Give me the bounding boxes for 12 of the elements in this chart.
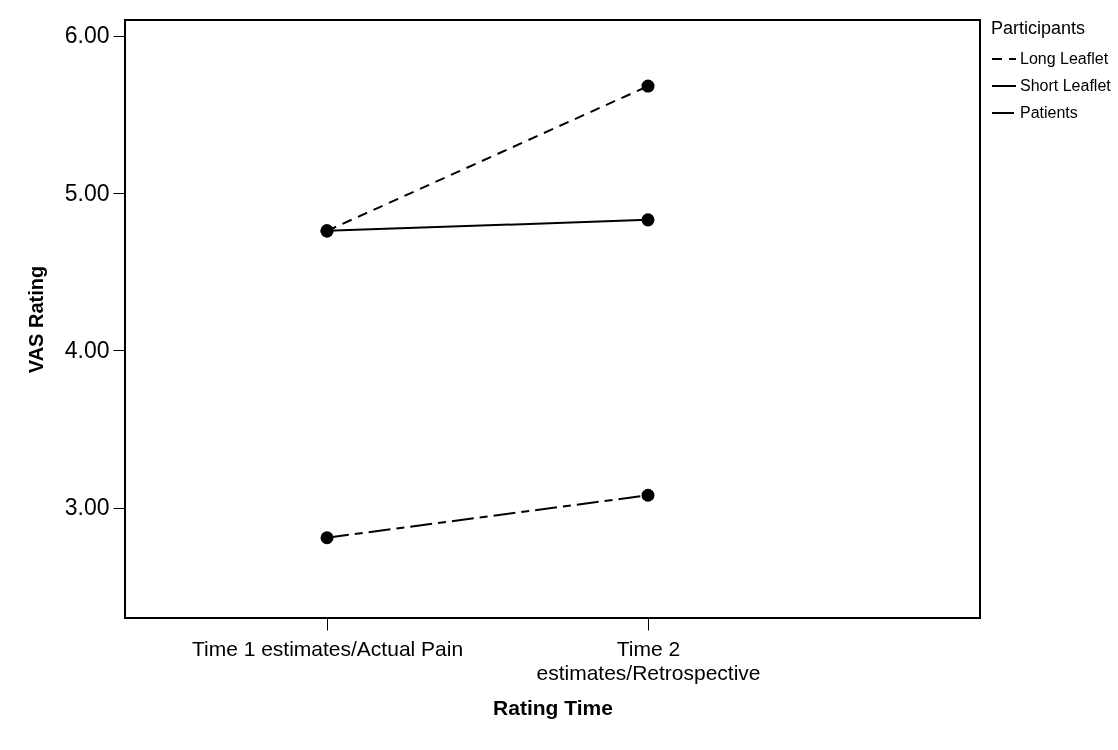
x-axis-title: Rating Time bbox=[493, 695, 613, 719]
x-tick-label: Time 1 estimates/Actual Pain bbox=[191, 636, 464, 660]
legend-label: Long Leaflet bbox=[1020, 50, 1109, 67]
legend-title: Participants bbox=[991, 18, 1086, 38]
y-tick-label: 4.00 bbox=[64, 336, 110, 363]
x-tick-label: Time 2 estimates/Retrospective bbox=[536, 636, 761, 684]
y-tick-label: 3.00 bbox=[64, 494, 110, 521]
y-tick-label: 5.00 bbox=[64, 179, 110, 206]
legend-label: Short Leaflet bbox=[1020, 77, 1112, 94]
legend-label: Patients bbox=[1020, 104, 1078, 121]
y-tick-label: 6.00 bbox=[64, 22, 110, 49]
y-axis-title: VAS Rating bbox=[24, 265, 47, 374]
